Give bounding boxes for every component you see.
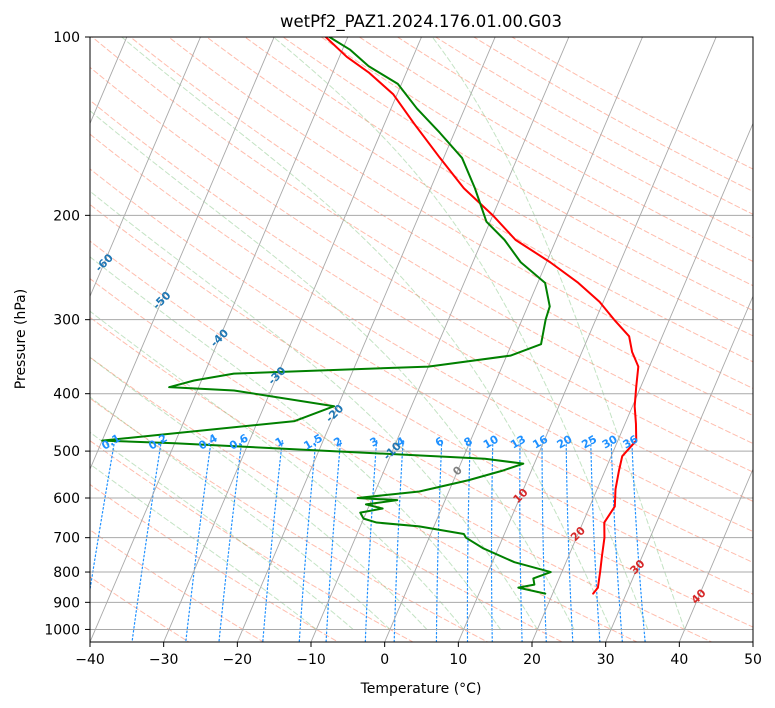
isotherm-line	[90, 37, 201, 298]
dry-adiabat-line	[282, 37, 753, 312]
dry-adiabat-line	[434, 37, 753, 215]
dry-adiabat-line	[90, 99, 753, 502]
isotherm-line	[605, 295, 753, 642]
mixing-ratio-line	[519, 440, 523, 642]
y-tick-label: 400	[53, 387, 80, 403]
y-tick-label: 500	[53, 444, 80, 460]
mixing-ratio-line	[218, 440, 243, 642]
moist-adiabat-line	[90, 310, 465, 630]
x-tick-label: 30	[597, 652, 615, 668]
dry-adiabat-line	[167, 37, 753, 389]
mixing-ratio-line	[565, 440, 574, 642]
x-axis-title: Temperature (°C)	[360, 681, 482, 697]
x-tick-label: −30	[149, 652, 179, 668]
dry-adiabat-line	[90, 483, 340, 642]
isotherm-line	[90, 37, 349, 642]
x-tick-label: 50	[744, 652, 762, 668]
dry-adiabat-line	[396, 37, 753, 239]
x-tick-label: −20	[223, 652, 253, 668]
dry-adiabat-line	[511, 37, 753, 170]
x-tick-label: 0	[380, 652, 389, 668]
x-tick-label: −10	[296, 652, 326, 668]
y-tick-label: 900	[53, 595, 80, 611]
dry-adiabat-line	[205, 37, 753, 363]
moist-adiabat-line	[90, 463, 317, 630]
y-tick-label: 800	[53, 565, 80, 581]
x-tick-label: 10	[449, 652, 467, 668]
isotherm-line	[310, 37, 570, 642]
mixing-ratio-line	[131, 440, 162, 642]
y-tick-label: 300	[53, 313, 80, 329]
y-tick-label: 200	[53, 208, 80, 224]
moist-adiabat-line	[431, 37, 686, 630]
moist-adiabat-line	[90, 256, 502, 630]
y-tick-label: 700	[53, 531, 80, 547]
dry-adiabat-line	[91, 37, 753, 445]
isotherm-line	[457, 37, 717, 642]
dry-adiabat-line	[90, 66, 753, 473]
moist-adiabat-line	[90, 356, 428, 630]
dry-adiabat-line	[358, 37, 753, 262]
dry-adiabat-line	[90, 240, 753, 628]
mixing-ratio-line	[262, 440, 283, 642]
isotherm-line	[384, 37, 643, 642]
mixing-ratio-line	[90, 440, 116, 594]
x-tick-label: −40	[75, 652, 105, 668]
y-tick-label: 1000	[44, 622, 80, 638]
mixing-ratio-line	[364, 440, 378, 642]
temperature-profile-line	[324, 37, 640, 595]
mixing-ratio-line	[631, 440, 646, 642]
x-tick-label: 40	[670, 652, 688, 668]
dry-adiabat-line	[472, 37, 753, 193]
dry-adiabat-line	[90, 440, 414, 642]
y-axis-title: Pressure (hPa)	[13, 289, 29, 389]
mixing-ratio-line	[298, 440, 317, 642]
mixing-ratio-line	[590, 440, 601, 642]
isotherm-line	[236, 37, 496, 642]
mixing-ratio-line	[541, 440, 547, 642]
moist-adiabat-line	[121, 37, 612, 630]
x-tick-label: 20	[523, 652, 541, 668]
isotherm-line	[531, 122, 753, 642]
dry-adiabat-line	[90, 133, 753, 533]
plot-frame	[89, 36, 754, 643]
dry-adiabat-line	[320, 37, 753, 287]
y-tick-label: 600	[53, 491, 80, 507]
dry-adiabat-line	[129, 37, 753, 417]
moist-adiabat-line	[272, 37, 649, 630]
isotherm-line	[678, 467, 753, 642]
mixing-ratio-line	[610, 440, 623, 642]
moist-adiabat-line	[90, 431, 354, 630]
moist-adiabat-line	[90, 190, 538, 630]
chart-title: wetPf2_PAZ1.2024.176.01.00.G03	[280, 12, 562, 32]
dry-adiabat-line	[90, 168, 753, 563]
dry-adiabat-line	[90, 397, 489, 642]
mixing-ratio-line	[325, 440, 342, 642]
isotherm-line	[90, 37, 275, 471]
dry-adiabat-line	[244, 37, 753, 337]
mixing-ratio-line	[435, 440, 443, 642]
mixing-ratio-line	[466, 440, 471, 642]
dewpoint-profile-line	[101, 37, 552, 595]
isotherm-line	[163, 37, 422, 642]
mixing-ratio-line	[185, 440, 212, 642]
dry-adiabat-line	[90, 356, 564, 642]
y-tick-label: 100	[53, 30, 80, 46]
mixing-ratio-line	[490, 440, 494, 642]
dry-adiabat-line	[90, 316, 639, 642]
